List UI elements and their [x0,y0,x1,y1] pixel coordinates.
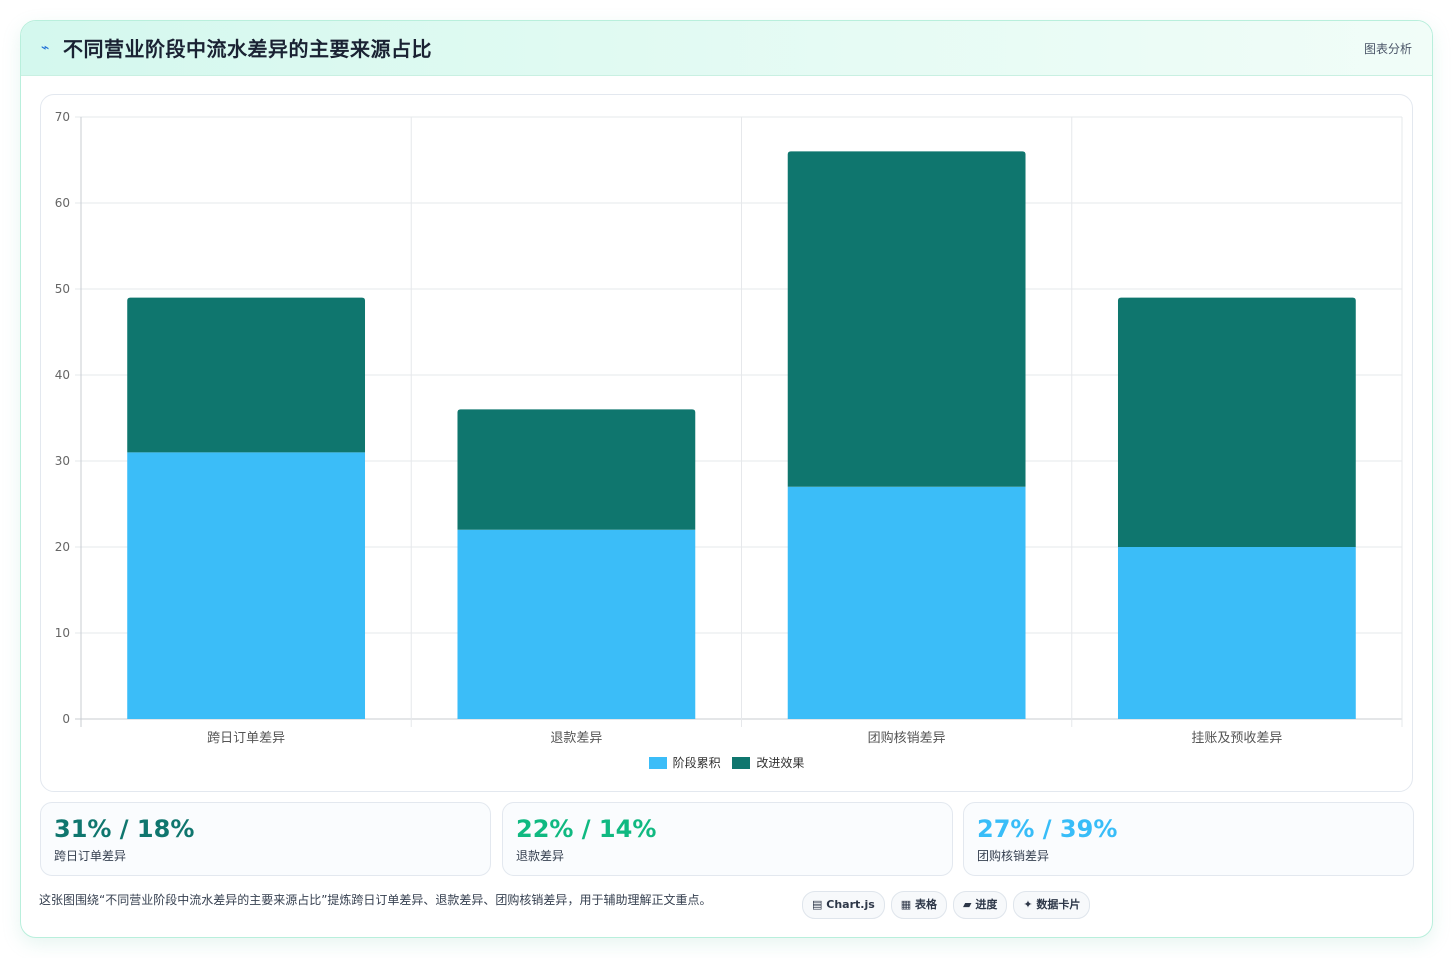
stat-label: 跨日订单差异 [54,849,127,863]
chart-card: ⌁ 不同营业阶段中流水差异的主要来源占比 图表分析 0 10 20 30 40 50 60 7… [20,20,1433,938]
stat-card-group-buy: 27% / 39% 团购核销差异 [963,802,1414,876]
y-tick-label: 30 [55,454,70,468]
x-tick-label: 退款差异 [550,731,602,746]
card-header: ⌁ 不同营业阶段中流水差异的主要来源占比 图表分析 [21,21,1432,76]
legend-swatch-series-1 [648,757,667,769]
bar-segment [457,409,696,530]
x-tick-label: 跨日订单差异 [207,731,285,746]
tag-label: 表格 [915,898,938,911]
stat-label: 团购核销差异 [977,849,1050,863]
legend-swatch-series-2 [732,757,751,769]
bar-segment [127,452,366,719]
legend-label-series-2: 改进效果 [756,756,805,770]
y-tick-label: 60 [55,196,70,210]
stat-card-refund: 22% / 14% 退款差异 [502,802,953,876]
chart-legend: 阶段累积 改进效果 [41,756,1412,770]
chart-panel: 0 10 20 30 40 50 60 70 跨日订单差异 退款差异 团购核销差异 挂账及预收差异 阶… [40,94,1413,792]
bar-segment [1117,297,1356,547]
x-tick-label: 挂账及预收差异 [1191,731,1282,746]
tag-data-card[interactable]: ✦ 数据卡片 [1013,891,1091,919]
y-tick-label: 50 [55,282,70,296]
bar-segment [127,297,366,453]
y-tick-label: 70 [55,110,70,124]
stat-value: 27% / 39% [977,815,1118,843]
bar-segment [457,529,696,719]
tag-chartjs[interactable]: ▤ Chart.js [802,891,885,919]
legend-label-series-1: 阶段累积 [672,756,721,770]
tag-label: 数据卡片 [1036,898,1081,911]
page-title: 不同营业阶段中流水差异的主要来源占比 [63,37,432,61]
stat-value: 31% / 18% [54,815,195,843]
bar-segment [1117,547,1356,719]
stat-cards: 31% / 18% 跨日订单差异 22% / 14% 退款差异 27% / 39… [40,802,1414,876]
tag-table[interactable]: ▦ 表格 [890,891,948,919]
y-tick-label: 10 [55,626,70,640]
chart-analysis-label: 图表分析 [1363,42,1412,56]
y-tick-label: 0 [62,712,70,726]
stat-label: 退款差异 [516,849,565,863]
tag-list: ▤ Chart.js ▦ 表格 ▰ 进度 ✦ 数据卡片 [802,891,1096,919]
chart-description: 这张图围绕“不同营业阶段中流水差异的主要来源占比”提炼跨日订单差异、退款差异、团… [39,893,712,907]
y-tick-label: 20 [55,540,70,554]
chart-spark-icon: ⌁ [41,40,50,56]
legend-item-series-1[interactable]: 阶段累积 [648,756,721,770]
tag-label: Chart.js [826,898,875,911]
x-tick-label: 团购核销差异 [868,730,946,746]
table-icon: ▦ [900,898,912,911]
chart-icon: ▤ [812,898,823,911]
stat-card-cross-day: 31% / 18% 跨日订单差异 [40,802,491,876]
sparkle-icon: ✦ [1023,898,1033,911]
stat-value: 22% / 14% [516,815,657,843]
legend-item-series-2[interactable]: 改进效果 [732,756,804,770]
y-tick-label: 40 [55,368,70,382]
bar-segment [787,151,1026,487]
tag-progress[interactable]: ▰ 进度 [953,891,1008,919]
stacked-bar-chart: 0 10 20 30 40 50 60 70 跨日订单差异 退款差异 团购核销差异 挂账及预收差异 [55,110,1403,746]
progress-icon: ▰ [963,898,972,911]
bar-segment [787,486,1026,719]
tag-label: 进度 [975,898,998,911]
